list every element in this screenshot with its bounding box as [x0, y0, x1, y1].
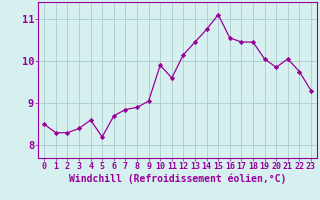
X-axis label: Windchill (Refroidissement éolien,°C): Windchill (Refroidissement éolien,°C)	[69, 174, 286, 184]
